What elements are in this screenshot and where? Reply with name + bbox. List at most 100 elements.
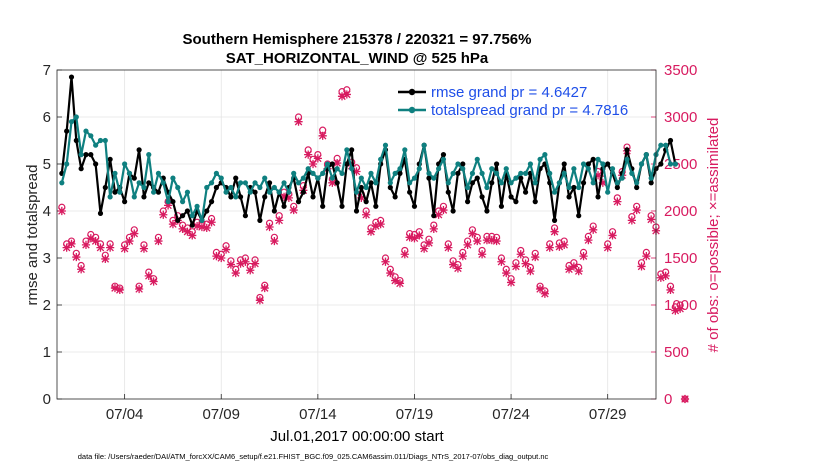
rmse-point (68, 74, 75, 80)
obs-assimilated-point (149, 277, 158, 286)
totalspread-point (281, 180, 287, 186)
rmse-point (479, 194, 485, 200)
obs-assimilated-point (439, 205, 448, 215)
obs-assimilated-point (661, 271, 670, 280)
obs-assimilated-point (444, 243, 453, 252)
rmse-point (358, 184, 364, 191)
rmse-point (368, 180, 374, 186)
rmse-point (469, 180, 476, 186)
obs-assimilated-point (579, 252, 588, 261)
rmse-point (83, 152, 89, 158)
obs-assimilated-point (231, 268, 240, 278)
rmse-point (97, 210, 104, 216)
obs-assimilated-point (328, 178, 337, 187)
obs-assimilated-point (250, 259, 260, 268)
totalspread-point (291, 170, 297, 176)
totalspread-point (208, 180, 215, 186)
obs-assimilated-point (598, 178, 607, 187)
totalspread-point (78, 152, 84, 158)
rmse-point (334, 180, 340, 186)
obs-assimilated-point (178, 224, 187, 233)
rmse-point (508, 194, 514, 200)
y-axis-label-right: # of obs: o=possible; ×=assimilated (705, 118, 722, 353)
obs-assimilated-point (666, 285, 675, 295)
totalspread-point (537, 156, 543, 162)
rmse-point (262, 194, 268, 200)
obs-assimilated-point (120, 244, 129, 253)
obs-assimilated-point (473, 236, 482, 246)
rmse-point (295, 199, 302, 205)
totalspread-point (551, 189, 558, 195)
totalspread-point (102, 137, 108, 144)
rmse-point (614, 184, 620, 191)
obs-assimilated-point (67, 239, 76, 248)
rmse-point (595, 194, 601, 200)
y-tick-label-right: 2000 (664, 203, 697, 220)
rmse-point (228, 194, 234, 200)
obs-assimilated-point (226, 260, 236, 269)
rmse-point (112, 189, 118, 195)
obs-assimilated-point (72, 252, 81, 262)
totalspread-point (609, 166, 616, 172)
totalspread-point (566, 184, 572, 191)
totalspread-point (155, 170, 162, 176)
y-tick-label-left: 5 (43, 156, 51, 173)
totalspread-point (262, 175, 268, 181)
totalspread-point (349, 166, 355, 172)
y-tick-label-right: 3500 (664, 62, 697, 79)
rmse-point (349, 147, 355, 153)
obs-assimilated-point (492, 236, 501, 246)
rmse-point (339, 203, 345, 209)
totalspread-point (199, 217, 205, 223)
rmse-point (73, 137, 79, 144)
rmse-point (634, 184, 640, 191)
rmse-point (667, 137, 674, 144)
totalspread-point (165, 199, 171, 205)
totalspread-point (643, 152, 649, 158)
obs-assimilated-point (270, 236, 279, 246)
totalspread-point (368, 170, 374, 176)
obs-assimilated-point (603, 243, 612, 252)
obs-assimilated-point (212, 252, 221, 261)
obs-assimilated-point (352, 167, 361, 176)
y-tick-label-left: 0 (43, 391, 51, 408)
obs-assimilated-point (376, 220, 385, 229)
obs-assimilated-point (487, 236, 496, 245)
obs-assimilated-point (168, 220, 178, 229)
chart-title: Southern Hemisphere 215378 / 220321 = 97… (183, 31, 532, 48)
totalspread-point (411, 175, 418, 181)
obs-assimilated-point (642, 252, 651, 261)
obs-assimilated-point (477, 250, 487, 259)
grid (57, 69, 656, 400)
rmse-point (431, 213, 437, 219)
obs-assimilated-point (415, 231, 424, 240)
totalspread-point (218, 175, 224, 181)
y-tick-label-left: 1 (43, 344, 51, 361)
totalspread-point (455, 161, 461, 167)
totalspread-point (527, 161, 534, 167)
totalspread-point (88, 133, 94, 139)
obs-assimilated-point (535, 284, 545, 294)
rmse-point (585, 161, 591, 167)
totalspread-point (175, 184, 181, 191)
rmse-point (189, 222, 195, 228)
rmse-point (373, 203, 379, 209)
obs-assimilated-point (434, 210, 443, 219)
totalspread-point (392, 170, 398, 176)
totalspread-point (421, 142, 427, 148)
rmse-point (300, 189, 306, 195)
y-tick-label-right: 0 (664, 391, 672, 408)
rmse-point (122, 199, 128, 205)
totalspread-point (184, 189, 191, 195)
totalspread-point (141, 184, 147, 191)
rmse-point (590, 156, 596, 162)
obs-assimilated-point (101, 254, 110, 264)
totalspread-point (83, 128, 89, 134)
totalspread-point (629, 170, 635, 176)
obs-assimilated-point (289, 205, 298, 215)
rmse-point (136, 147, 142, 153)
totalspread-point (397, 166, 403, 172)
totalspread-point (93, 142, 99, 148)
